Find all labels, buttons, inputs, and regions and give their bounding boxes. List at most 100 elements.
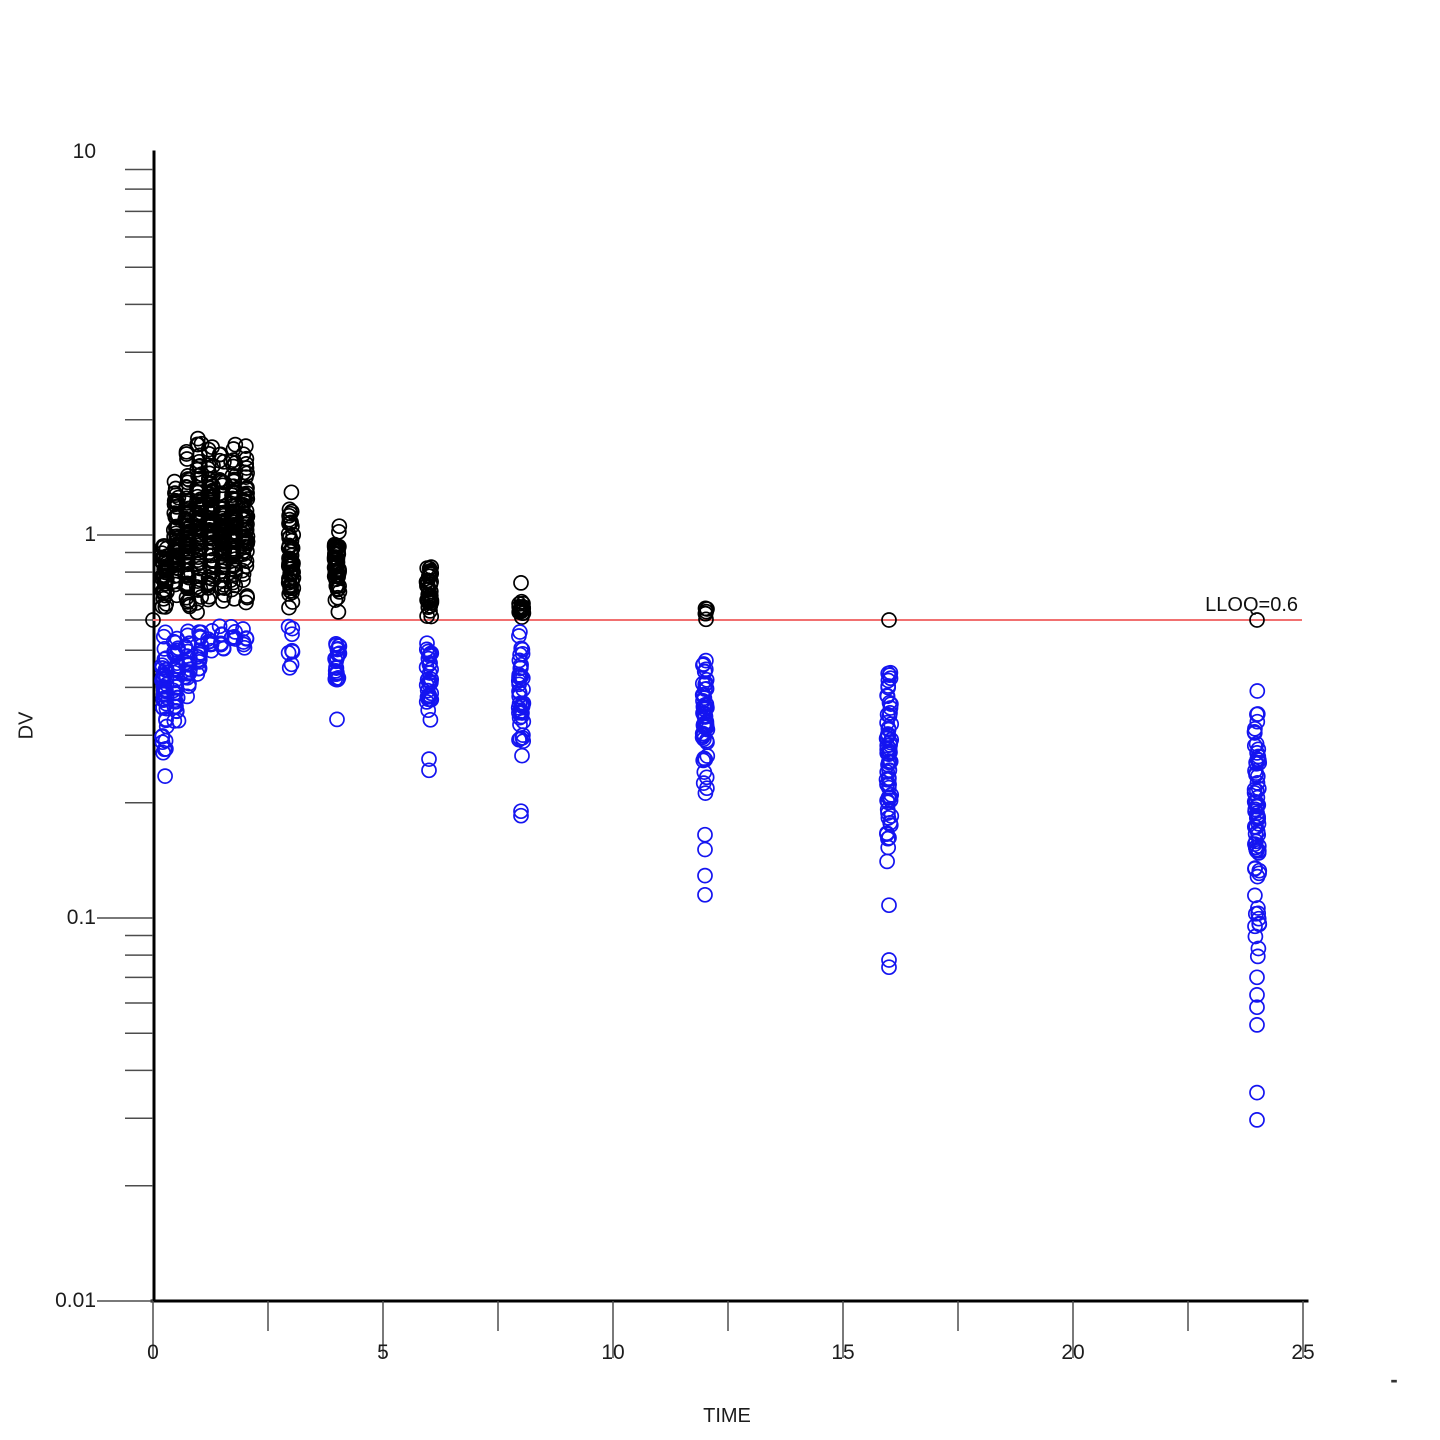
data-point-above-lloq — [420, 599, 437, 616]
data-point-below-lloq — [512, 716, 528, 733]
data-point-below-lloq — [1249, 1112, 1265, 1128]
axis-ticks — [97, 168, 1304, 1358]
data-point-above-lloq — [284, 518, 300, 535]
data-point-below-lloq — [696, 690, 713, 706]
data-point-below-lloq — [154, 734, 171, 751]
data-point-below-lloq — [1249, 1084, 1265, 1101]
data-point-below-lloq — [510, 699, 527, 716]
data-point-below-lloq — [281, 659, 298, 676]
data-point-below-lloq — [879, 737, 896, 754]
data-point-below-lloq — [179, 688, 195, 705]
data-point-below-lloq — [235, 621, 251, 637]
data-point-above-lloq — [238, 558, 255, 574]
data-point-above-lloq — [421, 560, 438, 577]
data-point-above-lloq — [281, 538, 297, 555]
data-point-below-lloq — [1249, 868, 1266, 885]
data-point-below-lloq — [881, 694, 898, 711]
data-point-above-lloq — [227, 577, 244, 594]
data-point-below-lloq — [883, 808, 900, 824]
data-point-below-lloq — [697, 826, 713, 843]
data-point-above-lloq — [513, 575, 529, 591]
data-point-above-lloq — [237, 438, 254, 454]
data-point-above-lloq — [189, 604, 205, 621]
data-point-below-lloq — [235, 634, 252, 650]
data-point-below-lloq — [422, 674, 439, 691]
data-point-below-lloq — [1250, 900, 1266, 916]
x-axis-title: TIME — [703, 1405, 751, 1427]
data-point-above-lloq — [328, 559, 345, 575]
data-point-above-lloq — [329, 550, 346, 567]
data-point-above-lloq — [238, 553, 255, 570]
data-point-above-lloq — [881, 612, 897, 628]
data-point-below-lloq — [1247, 928, 1264, 945]
data-point-below-lloq — [1248, 766, 1264, 783]
data-point-below-lloq — [1251, 862, 1268, 879]
data-point-above-lloq — [420, 581, 437, 598]
data-point-below-lloq — [419, 682, 436, 699]
data-point-below-lloq — [1249, 987, 1265, 1003]
data-point-below-lloq — [512, 668, 529, 685]
data-point-below-lloq — [211, 618, 228, 635]
data-point-below-lloq — [1250, 843, 1267, 859]
data-point-above-lloq — [331, 518, 348, 535]
data-point-below-lloq — [1250, 940, 1267, 957]
data-point-below-lloq — [1246, 818, 1263, 835]
data-point-above-lloq — [327, 546, 343, 563]
data-point-below-lloq — [1249, 751, 1266, 768]
data-point-below-lloq — [697, 867, 713, 884]
data-point-below-lloq — [1249, 797, 1265, 814]
data-point-above-lloq — [234, 562, 251, 579]
data-point-below-lloq — [695, 717, 712, 734]
data-point-below-lloq — [1249, 706, 1266, 722]
data-point-below-lloq — [420, 643, 437, 660]
data-point-below-lloq — [882, 792, 899, 809]
data-point-below-lloq — [328, 637, 345, 654]
data-point-below-lloq — [1249, 1017, 1265, 1033]
data-point-above-lloq — [190, 430, 206, 447]
data-point-below-lloq — [697, 663, 713, 680]
data-point-above-lloq — [282, 565, 299, 582]
data-point-above-lloq — [201, 486, 218, 502]
data-point-below-lloq — [1249, 948, 1266, 965]
data-point-above-lloq — [329, 589, 346, 606]
data-point-below-lloq — [697, 841, 713, 858]
y-tick-label-0.01: 0.01 — [55, 1289, 96, 1312]
data-point-below-lloq — [697, 886, 713, 903]
data-point-above-lloq — [216, 453, 232, 470]
data-point-below-lloq — [167, 692, 184, 709]
data-point-below-lloq — [1249, 683, 1266, 699]
data-point-above-lloq — [225, 574, 241, 591]
x-tick-label-5: 5 — [377, 1341, 389, 1364]
x-tick-label-25: 25 — [1291, 1341, 1315, 1364]
data-point-above-lloq — [513, 609, 530, 625]
data-point-below-lloq — [422, 711, 439, 728]
data-point-above-lloq — [177, 566, 193, 583]
data-point-below-lloq — [882, 705, 898, 721]
stray-mark: - — [1390, 1367, 1398, 1392]
data-point-above-lloq — [328, 578, 345, 594]
data-point-above-lloq — [200, 457, 217, 474]
data-point-below-lloq — [699, 748, 716, 764]
data-point-above-lloq — [283, 484, 300, 501]
data-point-above-lloq — [284, 573, 300, 590]
data-point-above-lloq — [236, 528, 253, 545]
data-point-below-lloq — [166, 698, 183, 715]
data-point-below-lloq — [181, 665, 198, 681]
data-point-above-lloq — [179, 471, 196, 487]
data-point-below-lloq — [879, 714, 895, 731]
data-point-below-lloq — [419, 671, 436, 688]
data-point-below-lloq — [881, 762, 898, 778]
data-point-below-lloq — [1247, 860, 1264, 876]
data-point-below-lloq — [1249, 713, 1266, 730]
data-point-above-lloq — [239, 589, 256, 606]
data-point-above-lloq — [238, 456, 255, 472]
y-axis-title: DV — [15, 711, 38, 740]
data-point-below-lloq — [511, 676, 527, 693]
data-point-above-lloq — [281, 555, 297, 572]
data-point-below-lloq — [280, 645, 297, 661]
data-point-below-lloq — [327, 663, 344, 679]
data-point-above-lloq — [328, 563, 345, 579]
lloq-annotation: LLOQ=0.6 — [1205, 594, 1298, 616]
data-point-above-lloq — [282, 505, 299, 522]
